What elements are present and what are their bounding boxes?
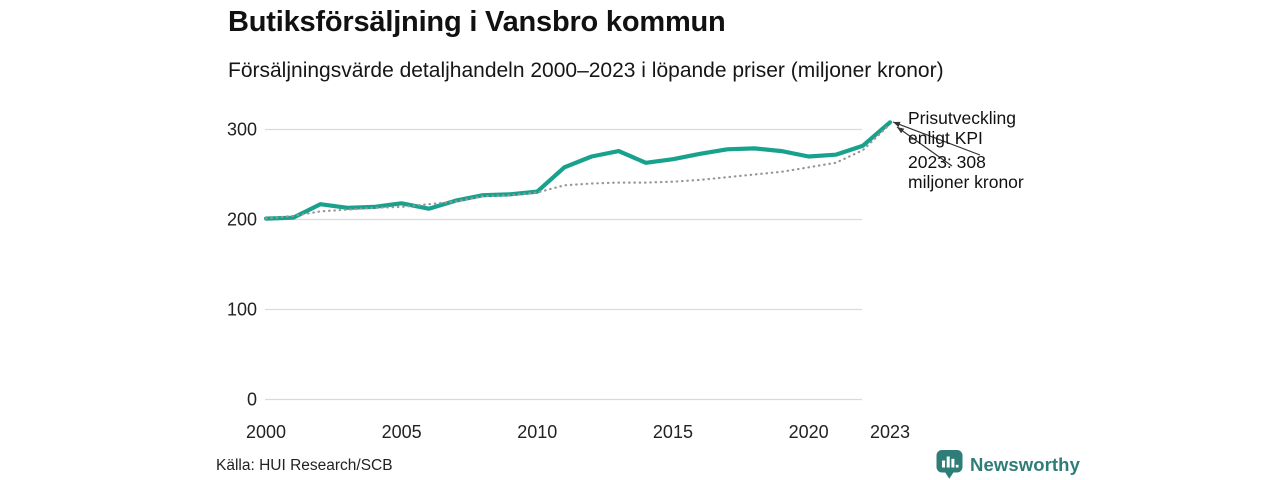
newsworthy-logo-icon [936,450,963,479]
newsworthy-brand: Newsworthy [936,450,1080,480]
chart-subtitle: Försäljningsvärde detaljhandeln 2000–202… [228,59,944,82]
x-tick-label: 2000 [246,422,286,442]
x-tick-label: 2015 [653,422,693,442]
y-tick-label: 300 [227,120,257,140]
kpi-annotation-line1: Prisutveckling [908,108,1016,128]
end-value-annotation-arrow-head [897,127,905,134]
end-value-line2: miljoner kronor [908,171,1024,192]
y-tick-label: 100 [227,300,257,320]
x-tick-label: 2010 [517,422,557,442]
source-note: Källa: HUI Research/SCB [216,457,393,474]
kpi-annotation-line2: enligt KPI [908,127,983,148]
kpi-annotation-arrow-head [893,121,901,128]
kpi-dotted-line [264,122,892,220]
x-tick-label: 2005 [382,422,422,442]
x-tick-label: 2020 [789,422,829,442]
x-tick-label: 2023 [870,422,910,442]
end-value-annotation-arrow [896,126,953,167]
page-title: Butiksförsäljning i Vansbro kommun [228,6,726,38]
kpi-annotation-arrow [892,121,981,156]
end-value-annotation: 2023: 308 miljoner kronor [908,152,1024,192]
end-value-line1: 2023: 308 [908,152,986,172]
y-tick-label: 0 [247,390,257,410]
brand-name: Newsworthy [970,454,1080,475]
kpi-line-annotation: Prisutveckling enligt KPI [908,108,1016,148]
y-tick-label: 200 [227,210,257,230]
sales-line [263,120,893,221]
